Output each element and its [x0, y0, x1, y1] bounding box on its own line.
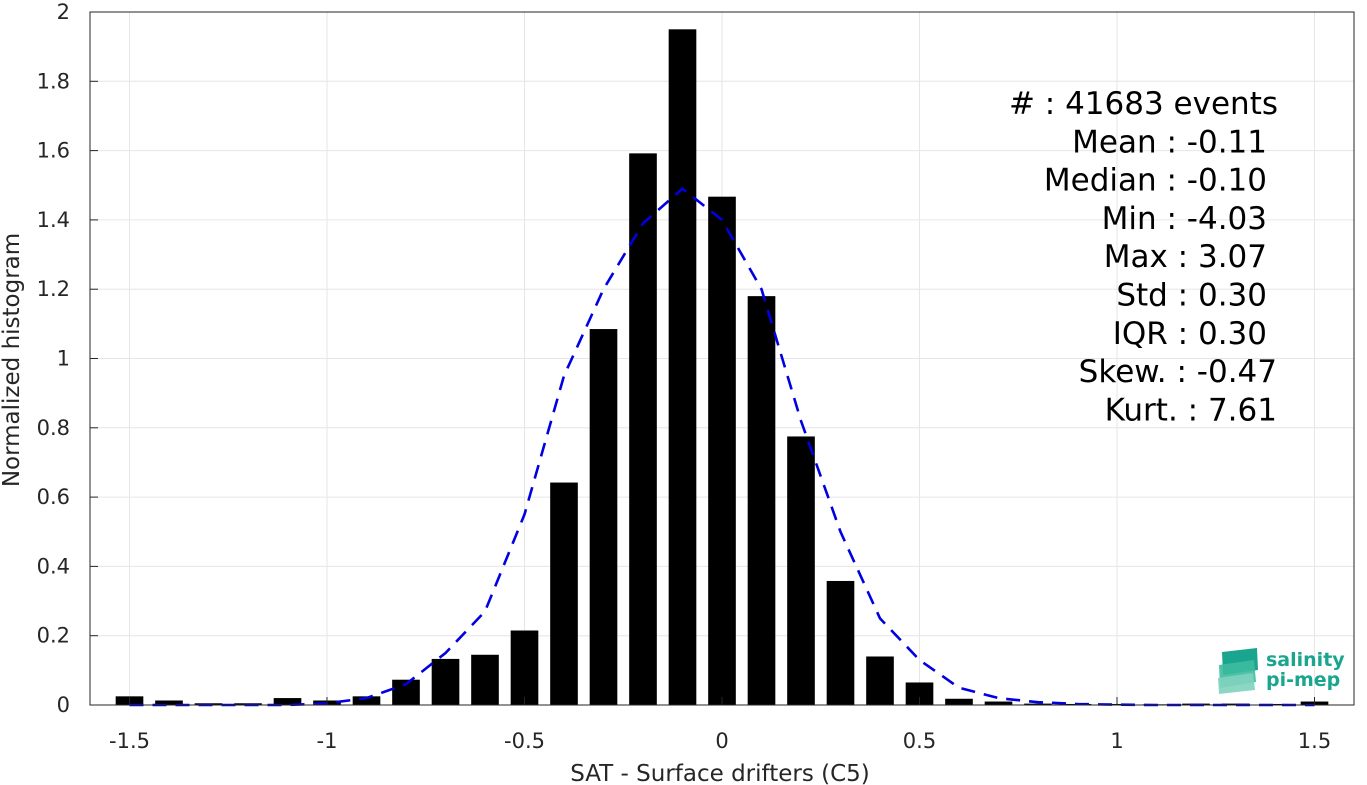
x-axis-ticks: -1.5 -1 -0.5 0 0.5 1 1.5: [109, 697, 1331, 753]
histogram-bar: [1221, 703, 1250, 705]
histogram-bar: [273, 698, 302, 705]
histogram-bar: [668, 29, 697, 705]
histogram-bar: [510, 630, 539, 705]
y-tick-label: 1.8: [37, 69, 70, 93]
stat-line: Max : 3.07: [1104, 239, 1267, 275]
y-tick-label: 1.4: [37, 208, 70, 232]
y-tick-label: 1.6: [37, 139, 70, 163]
histogram-bar: [589, 329, 618, 705]
stat-line: Skew. : -0.47: [1079, 354, 1277, 390]
x-axis-label: SAT - Surface drifters (C5): [570, 761, 870, 785]
histogram-bar: [747, 296, 776, 705]
histogram-bar: [905, 682, 934, 705]
histogram-bar: [826, 580, 855, 705]
y-tick-label: 0: [57, 693, 70, 717]
x-tick-label: -1.5: [109, 729, 150, 753]
x-tick-label: -0.5: [504, 729, 545, 753]
histogram-bar: [708, 196, 736, 705]
y-axis-label: Normalized histogram: [0, 233, 25, 487]
logo-icon: [1218, 648, 1258, 694]
histogram-bar: [945, 698, 973, 705]
y-axis-ticks: 0 0.2 0.4 0.6 0.8 1 1.2 1.4 1.6 1.8 2: [37, 0, 98, 717]
histogram-bar: [550, 482, 578, 705]
histogram-bar: [352, 696, 381, 705]
salinity-pimep-logo: salinity pi-mep: [1218, 648, 1345, 694]
logo-text-line1: salinity: [1266, 649, 1345, 671]
stat-line: # : 41683 events: [1009, 86, 1278, 122]
y-tick-label: 2: [57, 0, 70, 24]
histogram-bar: [787, 436, 815, 705]
stat-line: Median : -0.10: [1044, 163, 1267, 199]
stat-line: Kurt. : 7.61: [1105, 392, 1277, 428]
logo-text-line2: pi-mep: [1266, 669, 1340, 691]
histogram-bar: [155, 700, 183, 705]
stat-line: Min : -4.03: [1102, 201, 1267, 237]
histogram-bar: [984, 701, 1013, 705]
y-tick-label: 0.4: [37, 554, 70, 578]
x-tick-label: 1.5: [1298, 729, 1331, 753]
histogram-bar: [1024, 703, 1052, 705]
x-tick-label: -1: [317, 729, 338, 753]
stat-line: Std : 0.30: [1116, 278, 1267, 314]
y-tick-label: 1: [57, 347, 70, 371]
x-tick-label: 1: [1110, 729, 1123, 753]
histogram-bars: [115, 29, 1329, 705]
stat-line: Mean : -0.11: [1072, 124, 1267, 160]
histogram-bar: [431, 658, 460, 705]
y-tick-label: 0.2: [37, 624, 70, 648]
y-tick-label: 0.8: [37, 416, 70, 440]
histogram-bar: [471, 654, 499, 705]
histogram-bar: [1261, 703, 1289, 705]
y-tick-label: 1.2: [37, 277, 70, 301]
histogram-bar: [866, 656, 894, 705]
x-tick-label: 0: [715, 729, 728, 753]
stat-line: IQR : 0.30: [1113, 316, 1267, 352]
y-tick-label: 0.6: [37, 485, 70, 509]
histogram-bar: [629, 153, 657, 705]
x-tick-label: 0.5: [903, 729, 936, 753]
